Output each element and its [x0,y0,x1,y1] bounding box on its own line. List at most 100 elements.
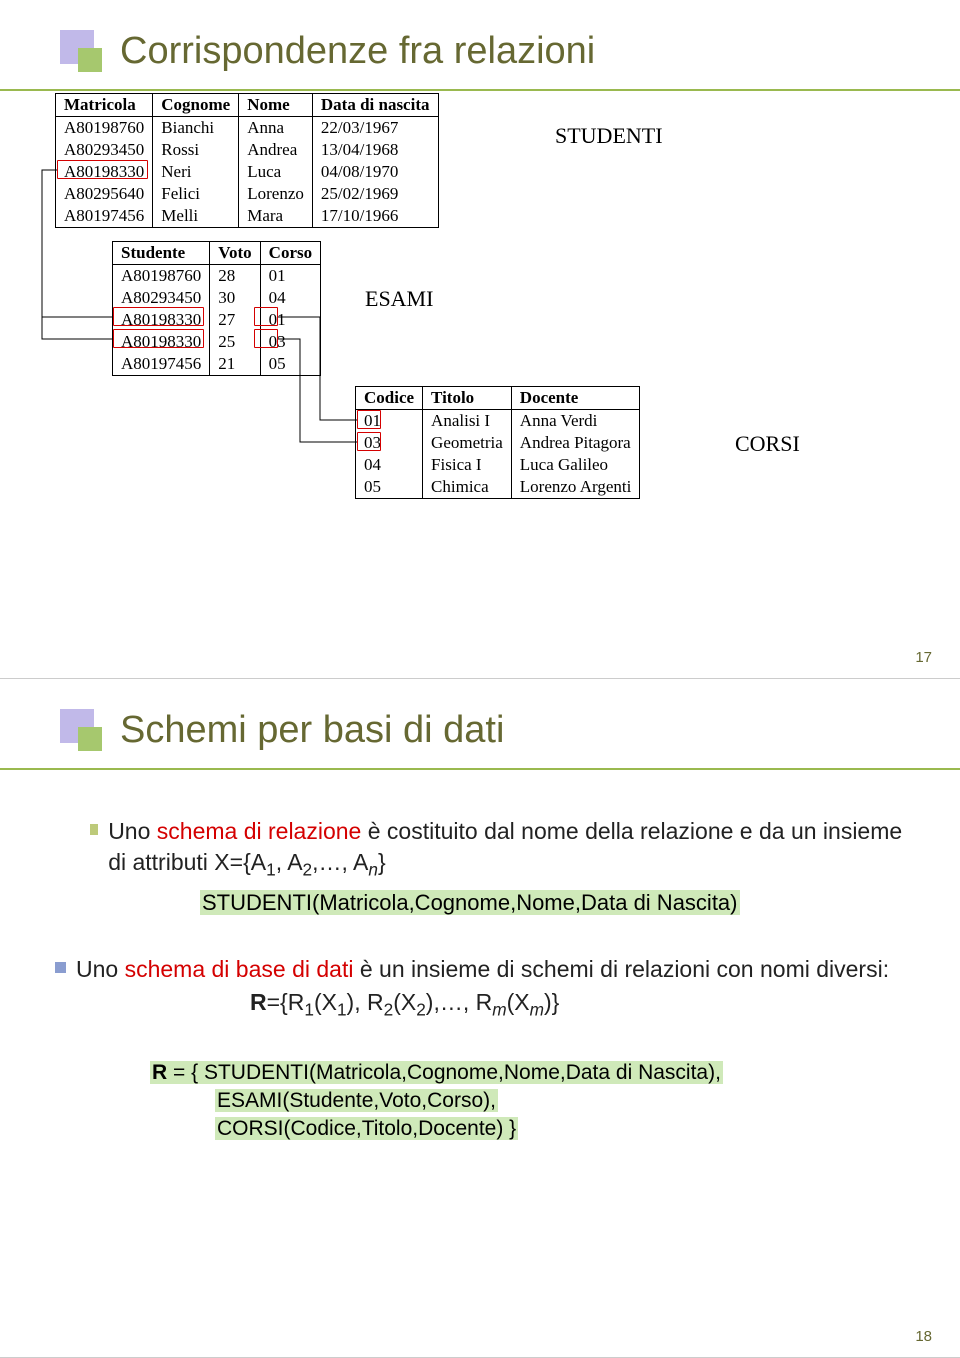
sub: m [530,1000,544,1020]
td: 04 [356,454,423,476]
td: Rossi [153,139,239,161]
slide-1: Corrispondenze fra relazioni Matricola C… [0,0,960,679]
square-bullet-icon [90,824,98,835]
page-number: 18 [915,1328,932,1345]
label-corsi: CORSI [735,431,800,457]
bullet-1-text: Uno schema di relazione è costituito dal… [108,816,910,882]
td: 04/08/1970 [312,161,438,183]
t: Uno [76,956,125,982]
t: ),…, R [426,989,492,1015]
sub: 1 [266,860,276,880]
sub: m [492,1000,506,1020]
label-studenti: STUDENTI [555,123,663,149]
t: (X [393,989,416,1015]
td: Melli [153,205,239,228]
label-esami: ESAMI [365,286,433,312]
td: A80197456 [56,205,153,228]
td: A80293450 [56,139,153,161]
td: Lorenzo Argenti [511,476,640,499]
th: Matricola [56,94,153,117]
td: 25 [210,331,260,353]
th: Data di nascita [312,94,438,117]
t: , A [276,849,303,875]
square-bullet-icon [55,962,66,973]
td: 04 [260,287,320,309]
highlight-box-3 [113,329,204,348]
th: Studente [113,242,210,265]
t: ,…, A [312,849,368,875]
td: Analisi I [423,410,512,433]
td: Lorenzo [239,183,313,205]
th: Voto [210,242,260,265]
td: 13/04/1968 [312,139,438,161]
t: R [250,989,267,1015]
table-corsi: Codice Titolo Docente 01Analisi IAnna Ve… [355,386,640,499]
example-1: STUDENTI(Matricola,Cognome,Nome,Data di … [200,890,910,916]
bullet-2: Uno schema di base di dati è un insieme … [55,954,910,985]
t: )} [544,989,559,1015]
slide1-body: Matricola Cognome Nome Data di nascita A… [0,91,960,101]
td: 01 [260,265,320,288]
sub: 1 [337,1000,347,1020]
td: Mara [239,205,313,228]
th: Docente [511,387,640,410]
td: 05 [356,476,423,499]
t: ), R [347,989,384,1015]
t: ={R [267,989,305,1015]
t: Uno [108,818,157,844]
td: Anna Verdi [511,410,640,433]
t: schema di relazione [157,818,362,844]
th: Titolo [423,387,512,410]
sub: 1 [304,1000,314,1020]
td: A80197456 [113,353,210,376]
sub: 2 [416,1000,426,1020]
sub: n [368,860,378,880]
td: Bianchi [153,117,239,140]
td: 27 [210,309,260,331]
td: Fisica I [423,454,512,476]
t: (X [507,989,530,1015]
td: Neri [153,161,239,183]
sub: 2 [384,1000,394,1020]
slide-2: Schemi per basi di dati Uno schema di re… [0,679,960,1358]
t: ESAMI(Studente,Voto,Corso), [215,1089,498,1112]
example-2: R = { STUDENTI(Matricola,Cognome,Nome,Da… [150,1059,910,1144]
highlight-box-7 [357,432,381,451]
td: 05 [260,353,320,376]
td: Luca [239,161,313,183]
t: (X [314,989,337,1015]
example-1-text: STUDENTI(Matricola,Cognome,Nome,Data di … [200,890,740,915]
t: è un insieme di schemi di relazioni con … [353,956,889,982]
sub: 2 [303,860,313,880]
th: Nome [239,94,313,117]
td: 22/03/1967 [312,117,438,140]
highlight-box-5 [254,329,278,348]
highlight-box-1 [57,160,148,179]
td: A80198760 [113,265,210,288]
slide-header: Corrispondenze fra relazioni [0,0,960,91]
td: 25/02/1969 [312,183,438,205]
t: } [378,849,386,875]
td: Anna [239,117,313,140]
td: Luca Galileo [511,454,640,476]
highlight-box-6 [357,410,381,429]
th: Codice [356,387,423,410]
td: A80198760 [56,117,153,140]
td: Andrea Pitagora [511,432,640,454]
td: Chimica [423,476,512,499]
td: A80295640 [56,183,153,205]
formula: R={R1(X1), R2(X2),…, Rm(Xm)} [250,989,910,1021]
td: Felici [153,183,239,205]
td: 28 [210,265,260,288]
td: A80293450 [113,287,210,309]
t: schema di base di dati [125,956,354,982]
th: Cognome [153,94,239,117]
slide-title: Corrispondenze fra relazioni [120,30,960,73]
page-number: 17 [915,649,932,666]
slide2-body: Uno schema di relazione è costituito dal… [0,770,960,1144]
th: Corso [260,242,320,265]
slide-header: Schemi per basi di dati [0,679,960,770]
highlight-box-4 [254,307,278,326]
slide-title: Schemi per basi di dati [120,709,960,752]
highlight-box-2 [113,307,204,326]
